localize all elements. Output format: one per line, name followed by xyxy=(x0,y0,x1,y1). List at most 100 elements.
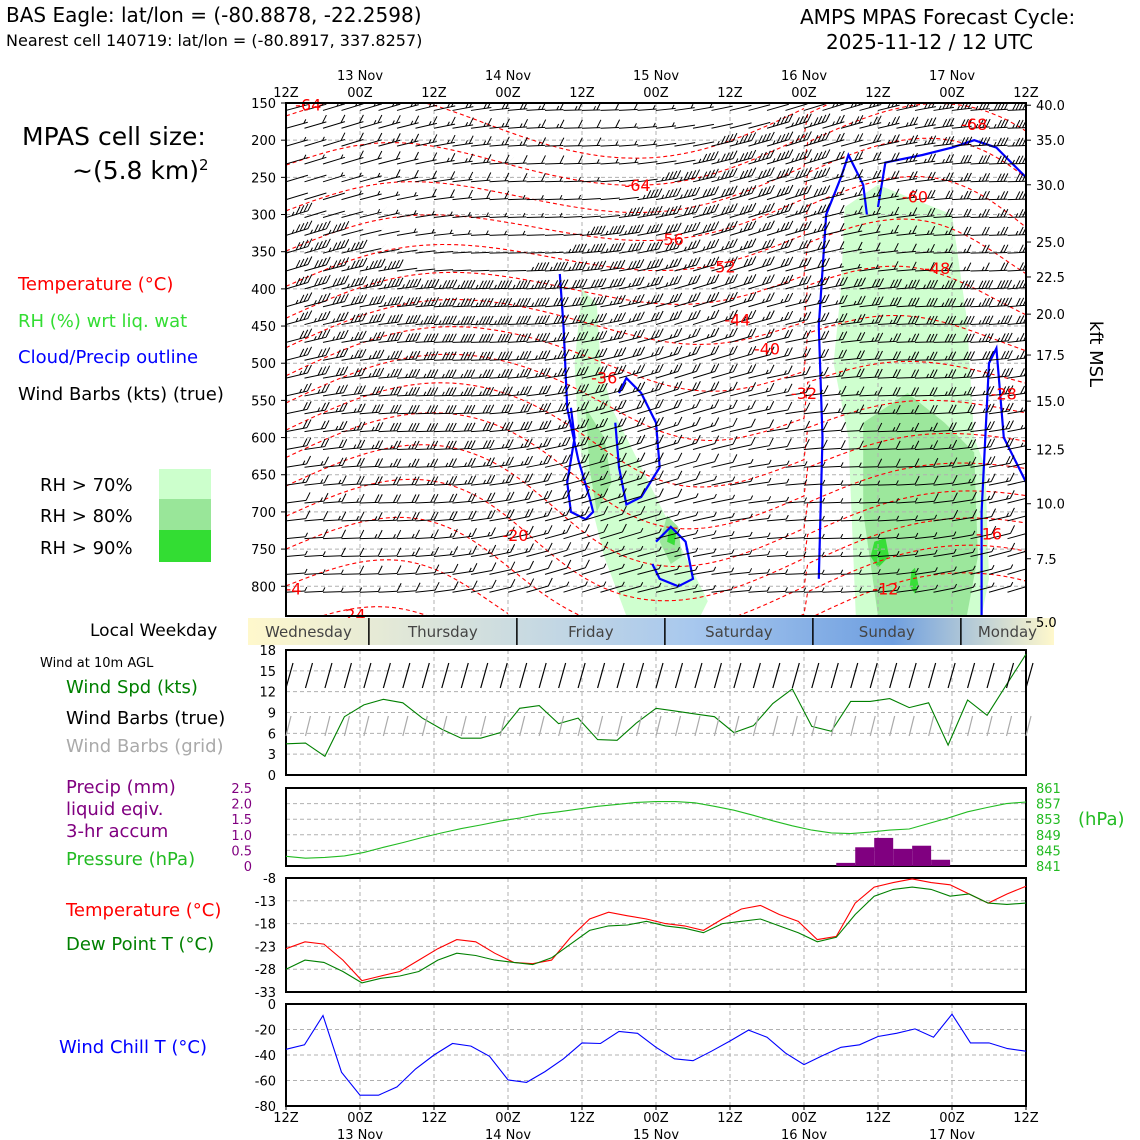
wind-barb xyxy=(359,313,385,326)
wind-barb-feather xyxy=(695,398,701,408)
wind-barb xyxy=(581,453,609,468)
wind-barb xyxy=(748,514,771,522)
wind-barb-feather xyxy=(463,333,469,343)
wind-barb-feather xyxy=(728,386,732,392)
wind-barb xyxy=(1025,395,1026,396)
wind-barb xyxy=(840,386,865,397)
wind-barb xyxy=(600,139,626,149)
wind-barb xyxy=(415,404,439,415)
wind-barb-feather xyxy=(1027,350,1031,358)
wind-barb-feather xyxy=(528,455,533,465)
wind-barb-feather xyxy=(410,120,414,126)
wind-barb-feather xyxy=(802,150,808,159)
wind-barb-staff xyxy=(877,483,897,486)
wind-barb-feather xyxy=(951,422,957,431)
wind-barb-feather xyxy=(343,293,349,302)
wind-barb-feather xyxy=(716,158,720,163)
wind-barb-feather xyxy=(654,457,658,463)
wind-barb-feather xyxy=(561,367,567,376)
wind-barb-staff xyxy=(378,230,400,236)
wind-barb-feather xyxy=(821,132,827,141)
wind-barb xyxy=(618,381,646,397)
wind-barb-feather xyxy=(362,294,368,303)
wind-barb-feather xyxy=(1029,437,1033,445)
wind-barb-feather xyxy=(780,151,786,161)
wind-barb-feather xyxy=(822,497,826,503)
wind-barb-feather xyxy=(673,364,679,373)
wind-barb-feather xyxy=(368,373,372,378)
wind-barb-feather xyxy=(823,385,829,394)
wind-barb xyxy=(600,452,627,468)
wind-barb-staff xyxy=(692,123,715,129)
wind-barb-feather xyxy=(504,315,509,325)
wind-barb-feather xyxy=(636,312,641,321)
wind-barb-feather xyxy=(856,314,862,323)
wind-barb-feather xyxy=(449,493,454,503)
wind-barb xyxy=(415,422,439,433)
wind-barb xyxy=(544,366,570,379)
wind-barb-feather xyxy=(841,403,847,413)
wind-barb xyxy=(729,531,753,540)
wind-barb xyxy=(600,224,625,236)
wind-barb-feather xyxy=(787,383,793,393)
wind-barb-feather xyxy=(553,315,559,325)
wind-barb-feather xyxy=(460,351,466,361)
wind-barb-feather xyxy=(628,318,632,323)
wind-barb-feather xyxy=(996,195,1000,200)
wind-barb xyxy=(785,149,812,165)
wind-barb xyxy=(637,155,664,165)
wind-barb-flag xyxy=(597,192,607,202)
wind-barb xyxy=(914,135,942,147)
wind-barb-feather xyxy=(387,333,392,342)
wind-barb xyxy=(544,119,570,131)
wind-barb xyxy=(877,497,899,504)
wind-barb xyxy=(803,366,829,379)
wind-barb-feather xyxy=(911,279,917,289)
wind-barb-feather xyxy=(631,278,637,287)
wind-barb-feather xyxy=(575,314,581,324)
wind-barb xyxy=(396,368,421,379)
wind-barb-feather xyxy=(858,169,864,178)
wind-barb xyxy=(359,367,385,379)
wind-barb-feather xyxy=(747,186,753,195)
wind-barb-feather xyxy=(598,296,604,305)
wind-barb-feather xyxy=(372,296,378,305)
wind-barb-feather xyxy=(1020,385,1025,395)
wind-barb-feather xyxy=(993,141,997,147)
wind-barb-feather xyxy=(537,141,541,146)
wind-barb-staff xyxy=(933,500,954,504)
wind-barb-feather xyxy=(854,174,858,179)
wind-barb-feather xyxy=(433,351,439,360)
wind-barb-feather xyxy=(909,117,915,126)
wind-barb-feather xyxy=(489,439,495,449)
wind-barb-feather xyxy=(1009,507,1015,517)
wind-barb-feather xyxy=(838,390,841,395)
wind-barb-feather xyxy=(584,541,590,551)
wind-barb-feather xyxy=(896,333,902,342)
wind-barb xyxy=(396,151,425,165)
wind-barb-feather xyxy=(963,316,969,325)
wind-barb xyxy=(655,470,683,486)
wind-barb-feather xyxy=(640,470,646,479)
wind-barb-flag xyxy=(504,264,514,274)
wind-barb-feather xyxy=(391,278,396,288)
wind-barb-feather xyxy=(468,189,473,199)
dew-label: Dew Point T (°C) xyxy=(66,934,215,955)
wind-barb-feather xyxy=(415,547,421,556)
wind-barb xyxy=(581,174,607,184)
wind-barb xyxy=(729,513,753,522)
wind-barb-staff xyxy=(286,192,309,201)
wind-barb-feather xyxy=(838,372,842,377)
wind-barb xyxy=(526,525,553,540)
wind-barb xyxy=(748,202,775,218)
wind-barb-staff xyxy=(729,371,752,379)
wind-barb xyxy=(933,208,959,220)
wind-barb xyxy=(415,440,439,450)
wind-barb-staff xyxy=(859,430,878,433)
wind-barb-feather xyxy=(809,158,813,163)
wind-barb-feather xyxy=(876,151,882,161)
wind-barb-staff xyxy=(378,103,401,111)
wind-barb-feather xyxy=(522,172,528,182)
wind-barb-feather xyxy=(982,408,986,413)
wind-barb xyxy=(507,403,533,415)
